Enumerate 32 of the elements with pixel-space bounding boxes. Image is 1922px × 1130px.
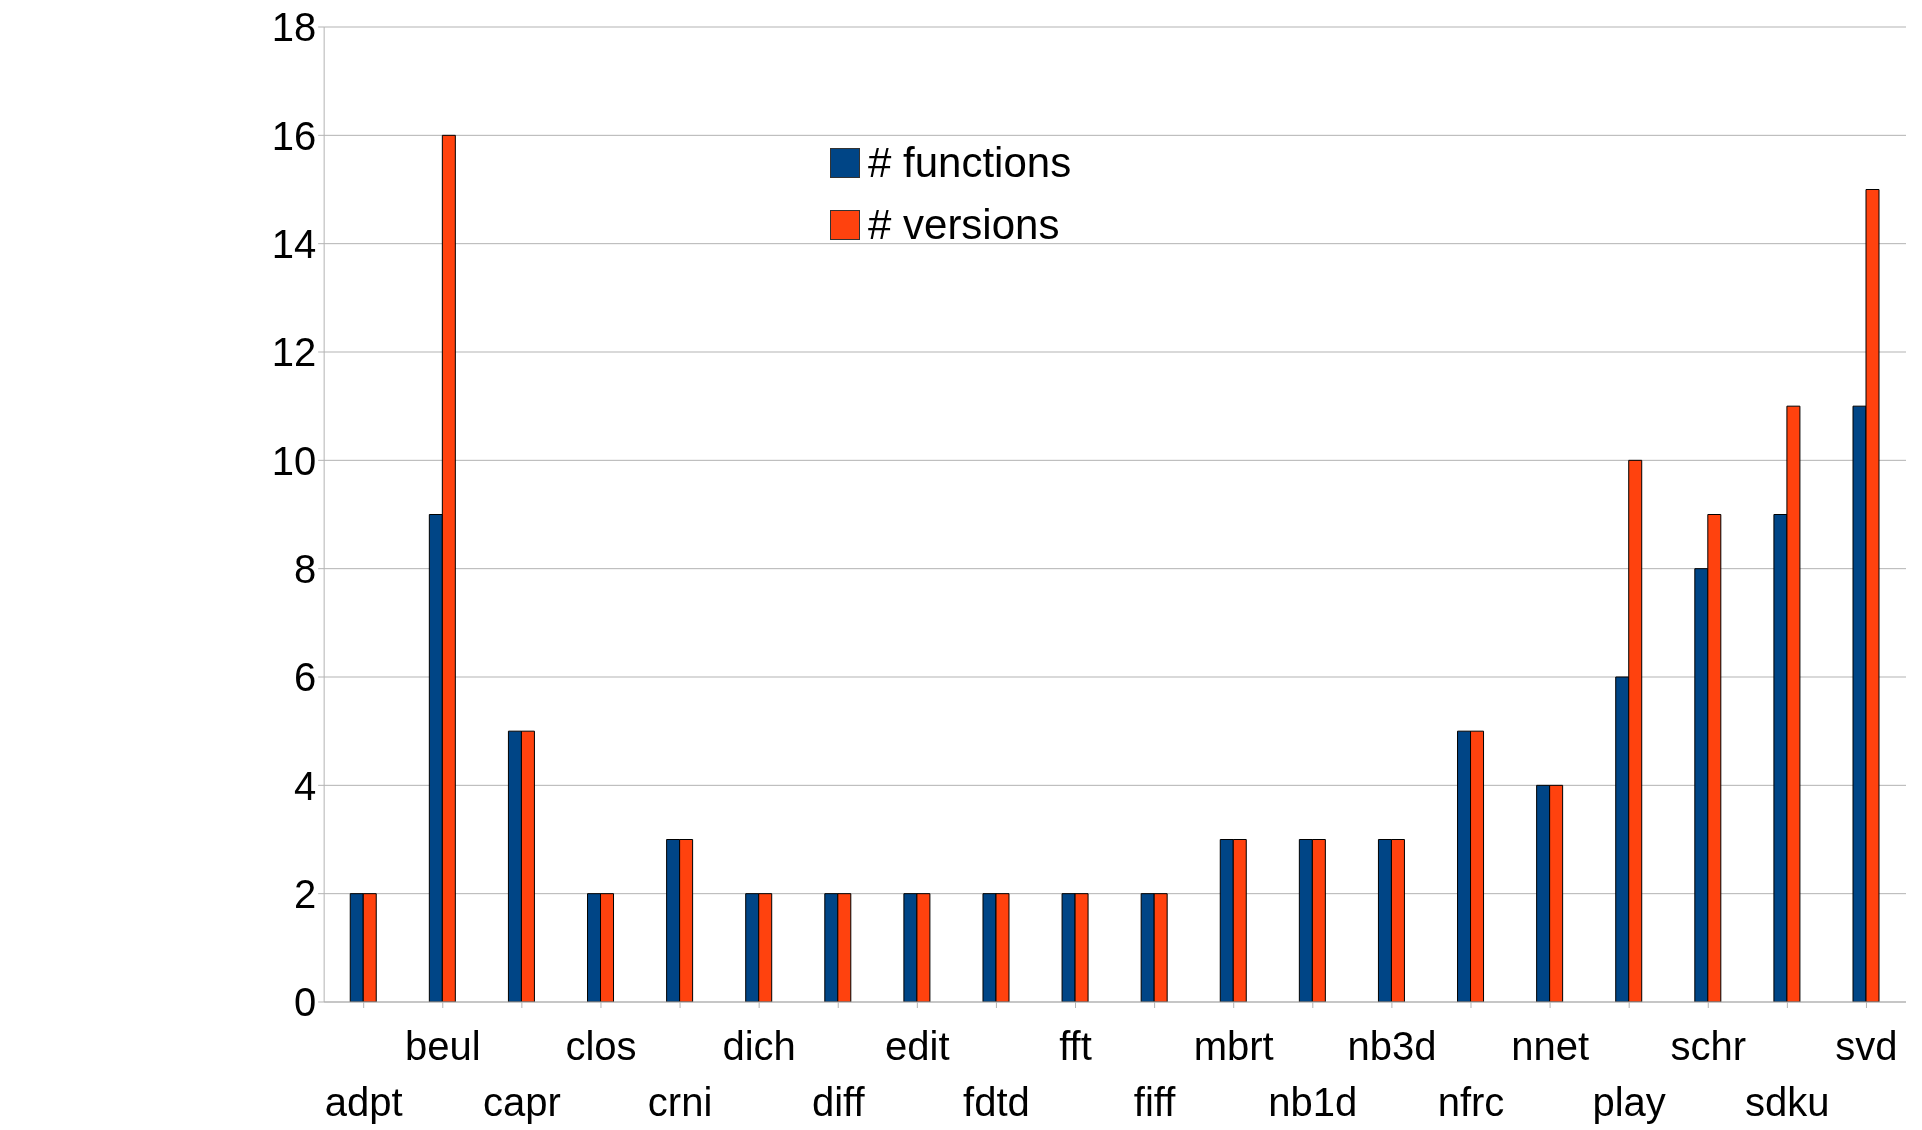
x-tick-label: nfrc bbox=[1437, 1080, 1505, 1124]
x-tick-label: play bbox=[1592, 1080, 1666, 1124]
x-tick-label: fdtd bbox=[963, 1080, 1030, 1124]
y-tick-label: 14 bbox=[271, 221, 317, 266]
legend-label: # functions bbox=[868, 139, 1072, 187]
x-tick-label: diff bbox=[811, 1080, 866, 1124]
x-tick-label: svd bbox=[1835, 1024, 1898, 1068]
y-tick-label: 12 bbox=[271, 330, 317, 375]
x-tick-label: capr bbox=[482, 1080, 561, 1124]
y-tick-label: 16 bbox=[271, 113, 317, 158]
x-tick-label: sdku bbox=[1745, 1080, 1830, 1124]
y-tick-label: 4 bbox=[293, 763, 317, 808]
x-tick-label: dich bbox=[722, 1024, 796, 1068]
x-tick-label: mbrt bbox=[1193, 1024, 1274, 1068]
y-tick-label: 18 bbox=[271, 5, 317, 50]
y-tick-label: 6 bbox=[293, 655, 317, 700]
x-tick-label: nnet bbox=[1511, 1024, 1590, 1068]
x-tick-label: clos bbox=[565, 1024, 637, 1068]
x-tick-label: schr bbox=[1670, 1024, 1747, 1068]
x-tick-label: nb1d bbox=[1268, 1080, 1358, 1124]
x-tick-label: adpt bbox=[324, 1080, 403, 1124]
x-tick-label: nb3d bbox=[1347, 1024, 1437, 1068]
y-tick-label: 2 bbox=[293, 871, 317, 916]
y-tick-label: 8 bbox=[293, 546, 317, 591]
y-tick-label: 0 bbox=[293, 980, 317, 1025]
x-tick-label: beul bbox=[404, 1024, 481, 1068]
legend-label: # versions bbox=[868, 201, 1060, 249]
x-tick-label: edit bbox=[885, 1024, 950, 1068]
y-tick-label: 10 bbox=[271, 438, 317, 483]
x-tick-label: crni bbox=[647, 1080, 713, 1124]
x-tick-label: fiff bbox=[1133, 1080, 1177, 1124]
x-tick-label: fft bbox=[1059, 1024, 1092, 1068]
